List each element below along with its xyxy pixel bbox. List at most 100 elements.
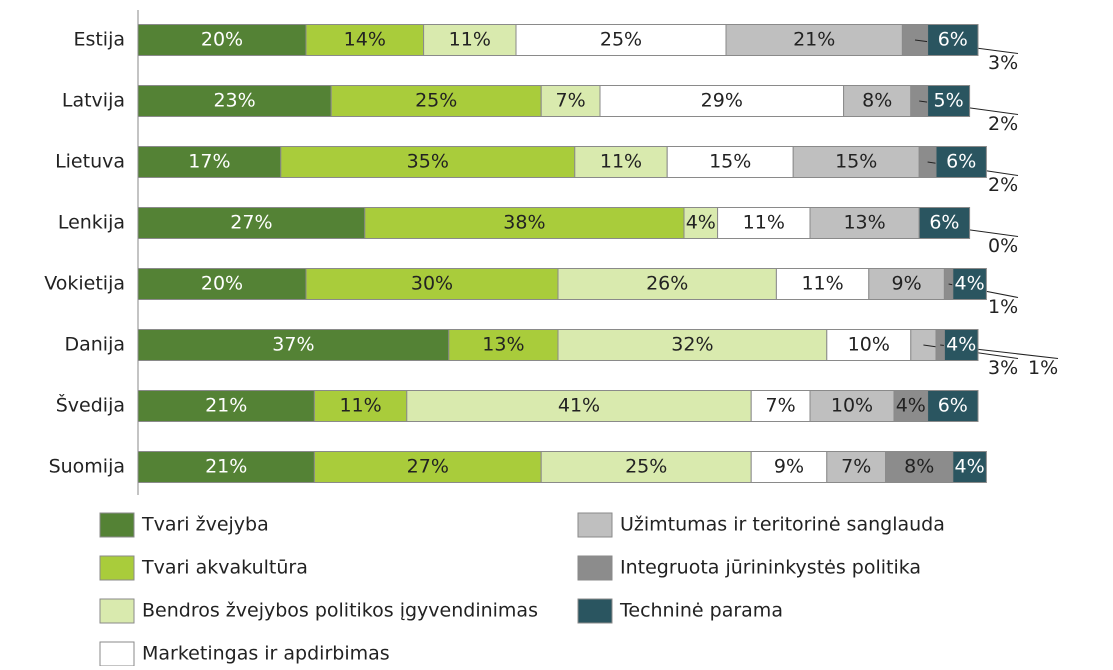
data-label: 2% bbox=[988, 174, 1018, 196]
legend-label: Marketingas ir apdirbimas bbox=[142, 643, 390, 665]
data-label: 2% bbox=[988, 113, 1018, 135]
legend-label: Tvari akvakultūra bbox=[141, 557, 308, 579]
data-label: 6% bbox=[938, 29, 968, 51]
data-label: 23% bbox=[213, 90, 255, 112]
category-label: Lietuva bbox=[55, 151, 125, 173]
bar-segment bbox=[843, 85, 912, 117]
bar-segment bbox=[927, 85, 971, 117]
data-label: 30% bbox=[411, 273, 453, 295]
bar-segment bbox=[305, 24, 425, 56]
legend-label: Techninė parama bbox=[619, 600, 783, 622]
data-label: 14% bbox=[344, 29, 386, 51]
data-label: 4% bbox=[946, 334, 976, 356]
bar-segment bbox=[935, 146, 987, 178]
data-label: 6% bbox=[929, 212, 959, 234]
data-label: 32% bbox=[671, 334, 713, 356]
bar-segment bbox=[910, 85, 929, 117]
bar-segment bbox=[666, 146, 794, 178]
category-label: Švedija bbox=[56, 393, 125, 417]
data-label: 37% bbox=[272, 334, 314, 356]
bar-segment bbox=[423, 24, 517, 56]
bar-segment bbox=[557, 268, 777, 300]
data-label: 4% bbox=[955, 456, 985, 478]
bar-segment bbox=[750, 390, 811, 422]
bar-segment bbox=[540, 451, 752, 483]
bar-segment bbox=[918, 207, 971, 239]
data-label: 17% bbox=[188, 151, 230, 173]
data-label: 13% bbox=[482, 334, 524, 356]
bar-segment bbox=[448, 329, 559, 361]
data-label: 4% bbox=[686, 212, 716, 234]
bar-segment bbox=[406, 390, 752, 422]
bar-segment bbox=[927, 24, 979, 56]
bar-segment bbox=[885, 451, 954, 483]
data-label: 4% bbox=[955, 273, 985, 295]
bar-segment bbox=[952, 451, 987, 483]
bar-segment bbox=[943, 329, 979, 361]
data-label: 6% bbox=[938, 395, 968, 417]
data-label: 29% bbox=[701, 90, 743, 112]
data-label: 3% bbox=[988, 357, 1018, 379]
data-label: 13% bbox=[843, 212, 885, 234]
category-label: Vokietija bbox=[44, 273, 125, 295]
legend-label: Tvari žvejyba bbox=[141, 514, 269, 536]
data-label: 11% bbox=[600, 151, 642, 173]
bar-segment bbox=[868, 268, 945, 300]
data-label: 8% bbox=[904, 456, 934, 478]
data-label: 11% bbox=[449, 29, 491, 51]
data-label: 38% bbox=[503, 212, 545, 234]
legend-swatch bbox=[577, 555, 613, 581]
data-label: 9% bbox=[774, 456, 804, 478]
bar-segment bbox=[557, 329, 828, 361]
data-label: 21% bbox=[793, 29, 835, 51]
category-label: Latvija bbox=[62, 90, 125, 112]
data-label: 4% bbox=[896, 395, 926, 417]
legend-swatch bbox=[99, 555, 135, 581]
data-label: 15% bbox=[709, 151, 751, 173]
data-label: 10% bbox=[831, 395, 873, 417]
data-label: 27% bbox=[407, 456, 449, 478]
bar-segment bbox=[137, 146, 282, 178]
data-label: 11% bbox=[339, 395, 381, 417]
data-label: 25% bbox=[600, 29, 642, 51]
legend-swatch bbox=[99, 512, 135, 538]
data-label: 9% bbox=[892, 273, 922, 295]
data-label: 3% bbox=[988, 52, 1018, 74]
data-label: 7% bbox=[556, 90, 586, 112]
data-label: 7% bbox=[841, 456, 871, 478]
data-label: 1% bbox=[988, 296, 1018, 318]
bar-segment bbox=[280, 146, 576, 178]
data-label: 15% bbox=[835, 151, 877, 173]
bar-segment bbox=[599, 85, 845, 117]
data-label: 35% bbox=[407, 151, 449, 173]
bar-segment bbox=[137, 85, 332, 117]
bar-segment bbox=[717, 207, 811, 239]
bar-segment bbox=[137, 207, 366, 239]
legend-swatch bbox=[99, 598, 135, 624]
bar-segment bbox=[750, 451, 828, 483]
bar-segment bbox=[893, 390, 929, 422]
data-label: 27% bbox=[230, 212, 272, 234]
data-label: 21% bbox=[205, 395, 247, 417]
data-label: 7% bbox=[766, 395, 796, 417]
bar-segment bbox=[330, 85, 542, 117]
category-label: Suomija bbox=[49, 456, 125, 478]
data-label: 11% bbox=[743, 212, 785, 234]
data-label: 10% bbox=[848, 334, 890, 356]
data-label: 0% bbox=[988, 235, 1018, 257]
bar-segment bbox=[927, 390, 979, 422]
legend-label: Bendros žvejybos politikos įgyvendinimas bbox=[142, 600, 538, 622]
bar-segment bbox=[683, 207, 719, 239]
category-label: Estija bbox=[73, 29, 125, 51]
bar-segment bbox=[809, 207, 920, 239]
legend-swatch bbox=[577, 598, 613, 624]
legend-swatch bbox=[577, 512, 613, 538]
category-label: Lenkija bbox=[58, 212, 125, 234]
data-label: 20% bbox=[201, 29, 243, 51]
data-label: 21% bbox=[205, 456, 247, 478]
bar-segment bbox=[574, 146, 668, 178]
data-label: 6% bbox=[946, 151, 976, 173]
legend-label: Integruota jūrininkystės politika bbox=[620, 557, 921, 579]
bar-segment bbox=[305, 268, 559, 300]
